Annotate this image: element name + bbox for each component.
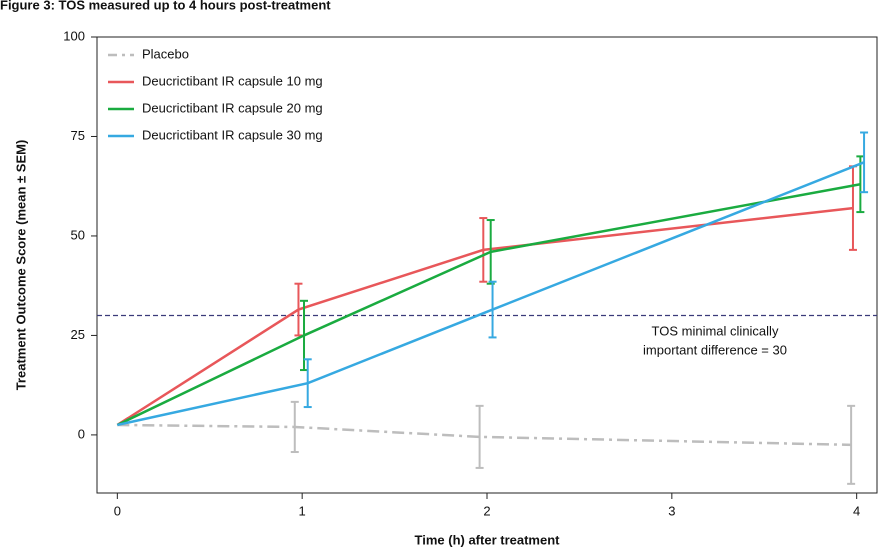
error-bar [479,217,488,283]
x-tick-label: 2 [483,503,490,518]
error-bar [303,358,312,409]
x-tick-label: 4 [853,503,860,518]
x-tick-label: 1 [299,503,306,518]
annotation: important difference = 30 [643,342,787,357]
chart-title: Figure 3: TOS measured up to 4 hours pos… [0,0,331,12]
error-bar [847,404,856,485]
error-bar [856,155,865,214]
legend-label: Placebo [142,46,189,61]
x-axis-label: Time (h) after treatment [415,532,561,547]
y-tick-label: 75 [71,128,85,143]
y-tick-label: 50 [71,227,85,242]
legend-label: Deucrictibant IR capsule 10 mg [142,73,323,88]
error-bar [475,404,484,469]
legend-label: Deucrictibant IR capsule 20 mg [142,100,323,115]
series-line [117,423,852,447]
annotation: TOS minimal clinically [652,323,779,338]
y-axis-label: Treatment Outcome Score (mean ± SEM) [13,140,28,391]
y-tick-label: 25 [71,327,85,342]
series-line [117,161,865,427]
series-line [116,206,854,427]
y-tick-label: 0 [78,426,85,441]
error-bar [290,400,299,454]
series-line [116,182,861,427]
error-bar [488,280,497,339]
legend-label: Deucrictibant IR capsule 30 mg [142,127,323,142]
y-tick-label: 100 [63,28,85,43]
x-tick-label: 0 [114,503,121,518]
error-bar [860,131,869,194]
x-tick-label: 3 [668,503,675,518]
